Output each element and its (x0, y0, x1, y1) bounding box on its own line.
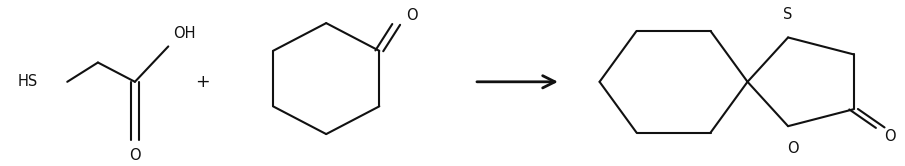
Text: O: O (786, 141, 798, 156)
Text: +: + (195, 73, 210, 91)
Text: OH: OH (173, 26, 195, 41)
Text: O: O (883, 129, 895, 144)
Text: O: O (129, 148, 141, 163)
Text: HS: HS (17, 74, 38, 89)
Text: S: S (784, 7, 793, 22)
Text: O: O (406, 8, 418, 23)
